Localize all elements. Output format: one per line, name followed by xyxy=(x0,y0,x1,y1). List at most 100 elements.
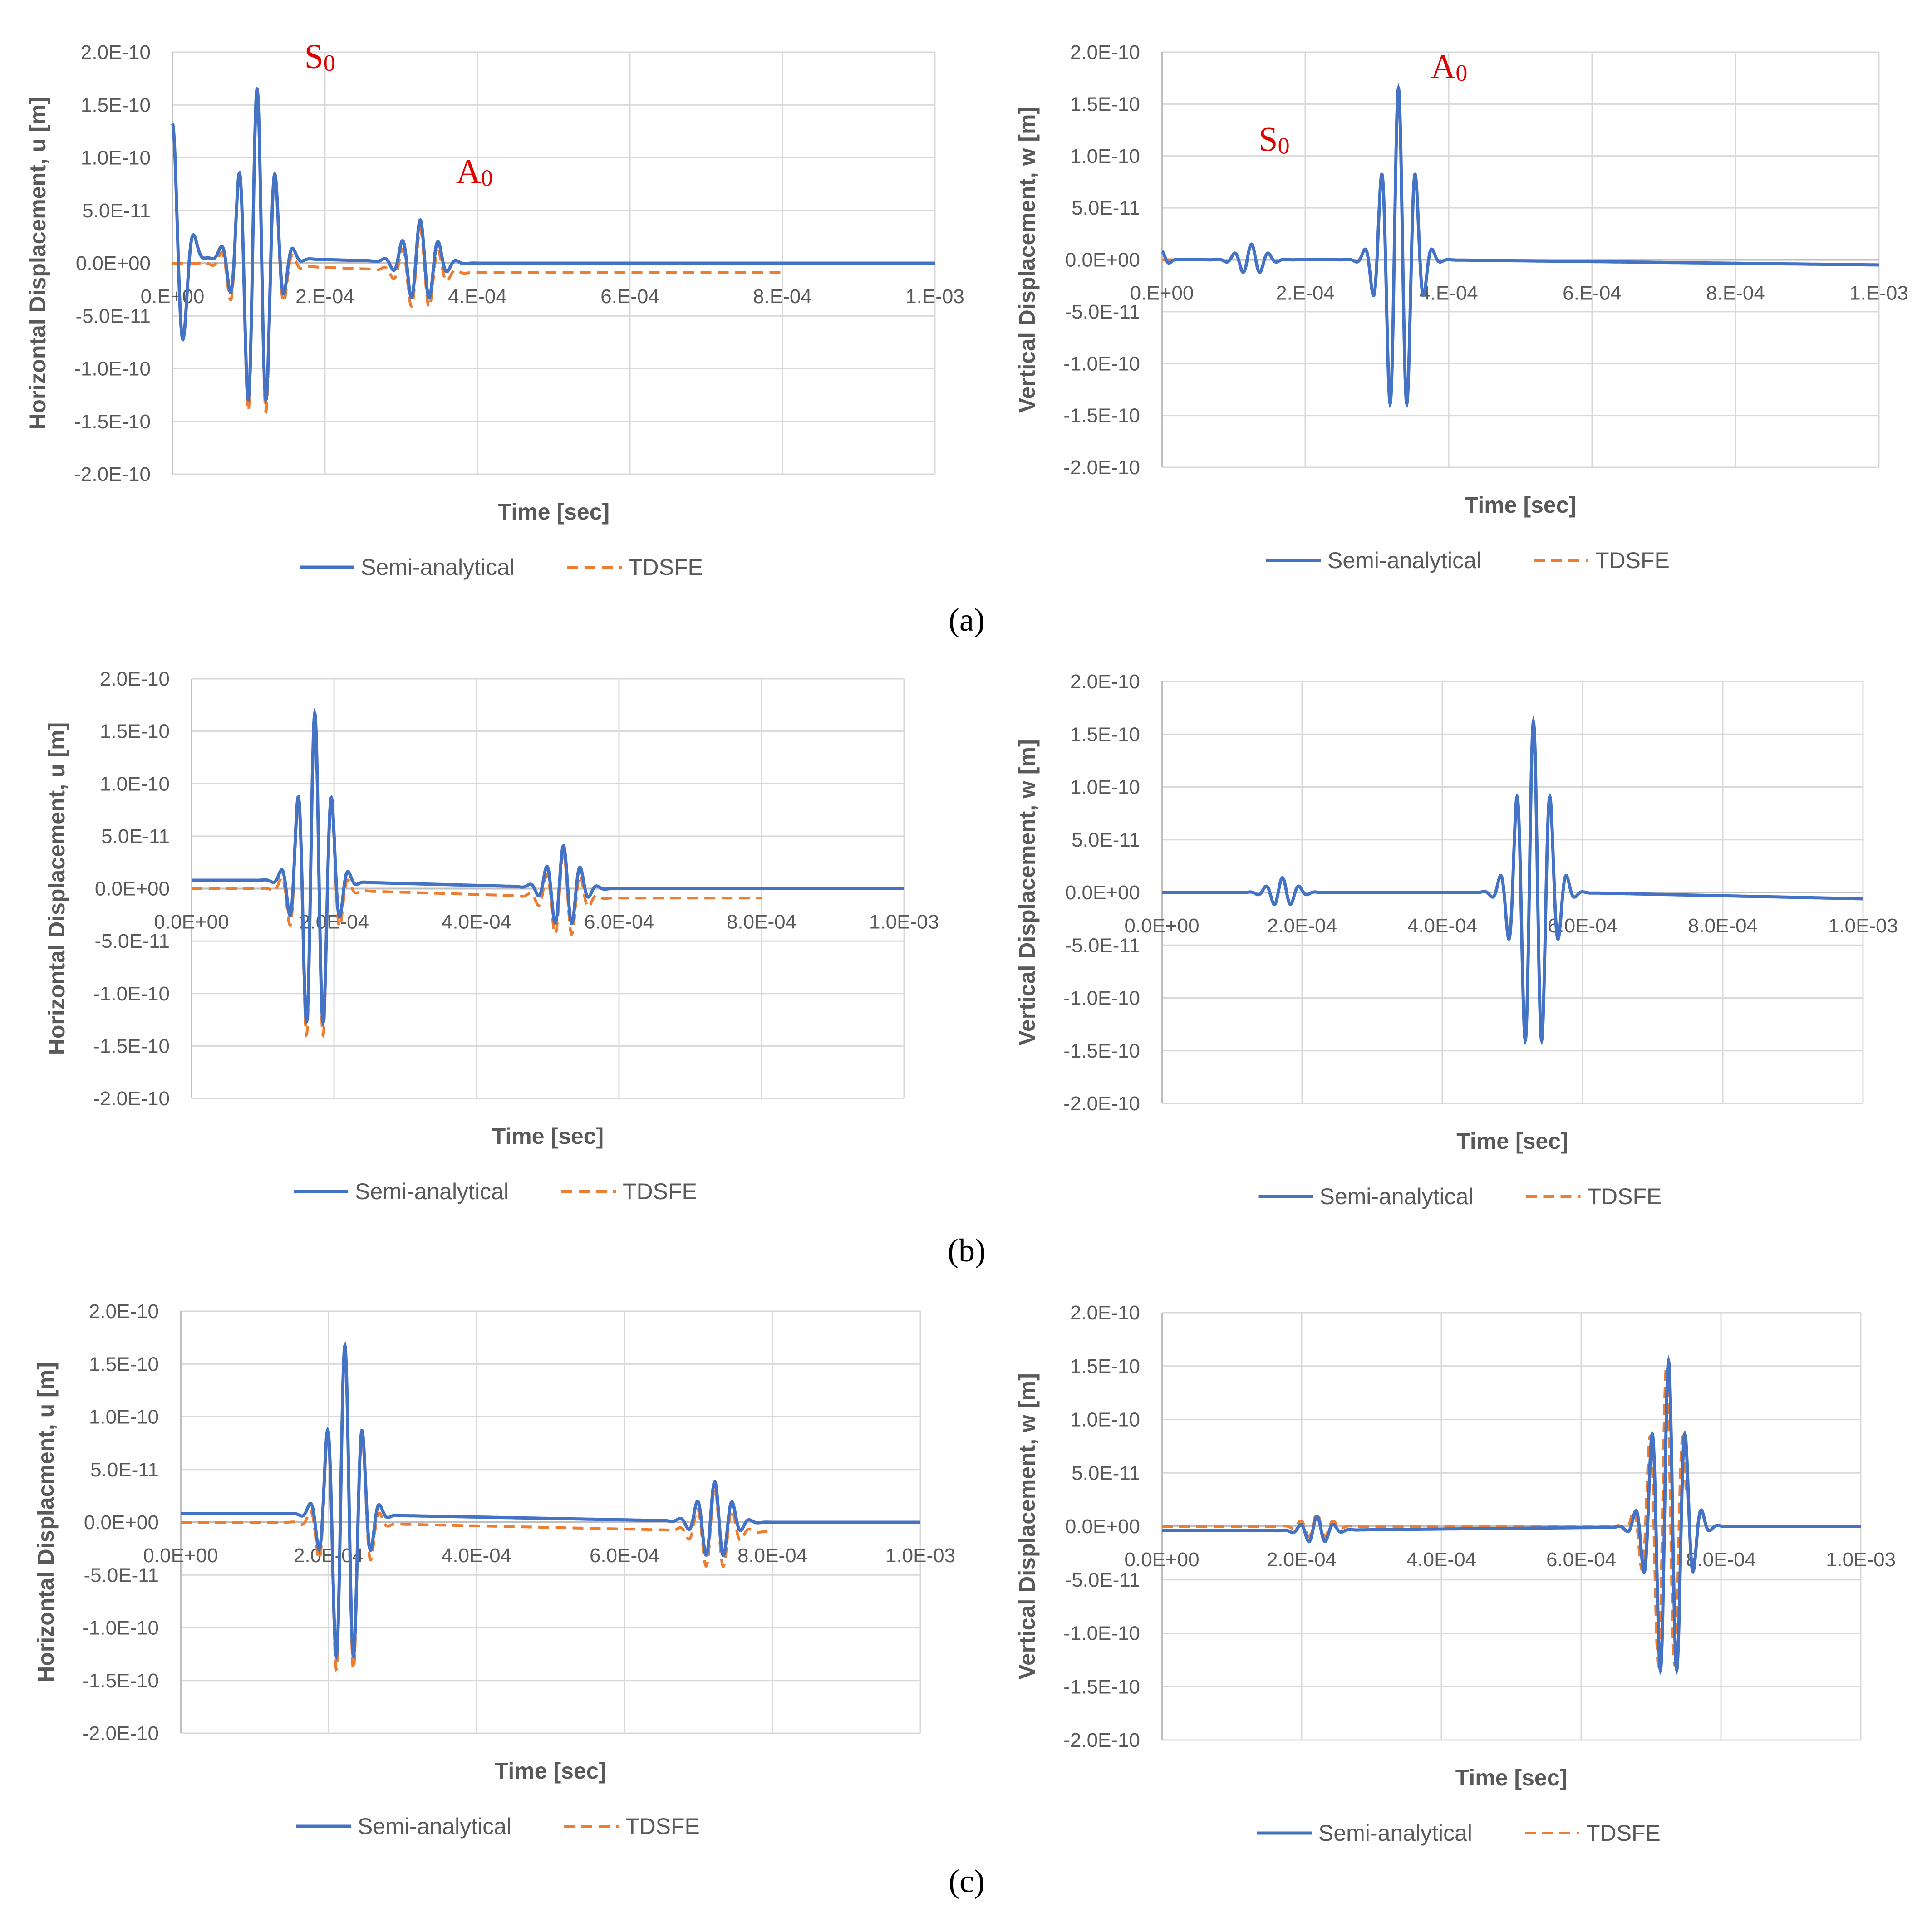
y-tick-label: 1.0E-10 xyxy=(1070,145,1140,167)
y-axis-title: Vertical Displacement, w [m] xyxy=(1014,107,1040,413)
x-tick-label: 0.E+00 xyxy=(1130,282,1194,304)
chart-c-right: 2.0E-101.5E-101.0E-105.0E-110.0E+00-5.0E… xyxy=(1014,1302,1896,1846)
x-axis-title: Time [sec] xyxy=(1465,492,1576,518)
y-tick-label: -2.0E-10 xyxy=(1063,1093,1140,1115)
x-tick-label: 4.0E-04 xyxy=(442,1544,511,1567)
x-tick-label: 0.0E+00 xyxy=(1124,1549,1199,1571)
y-tick-label: 0.0E+00 xyxy=(76,252,151,275)
wave-mode-annotation: S0 xyxy=(305,38,335,76)
y-tick-label: 1.5E-10 xyxy=(89,1353,159,1375)
legend-label-tdsfe: TDSFE xyxy=(1586,1820,1661,1846)
wave-mode-annotation: S0 xyxy=(1259,120,1289,159)
y-tick-label: 5.0E-11 xyxy=(1072,197,1140,219)
y-tick-label: 1.0E-10 xyxy=(89,1406,159,1428)
x-axis-title: Time [sec] xyxy=(1456,1128,1568,1154)
x-tick-label: 1.0E-03 xyxy=(885,1544,955,1567)
legend-label-tdsfe: TDSFE xyxy=(623,1179,697,1204)
y-tick-label: -1.5E-10 xyxy=(1063,405,1140,427)
legend-label-semi-analytical: Semi-analytical xyxy=(1327,548,1481,573)
y-tick-label: 5.0E-11 xyxy=(1072,829,1140,851)
panel-label-b: (b) xyxy=(948,1232,986,1269)
y-tick-label: 1.5E-10 xyxy=(1070,1355,1140,1378)
y-axis-title: Vertical Displacement, w [m] xyxy=(1014,739,1040,1045)
x-tick-label: 4.E-04 xyxy=(1419,282,1478,304)
y-axis-title: Horizontal Displacement, u [m] xyxy=(25,97,50,429)
y-tick-label: -1.5E-10 xyxy=(1063,1040,1140,1062)
y-tick-label: 1.0E-10 xyxy=(1070,1409,1140,1431)
series-line-semi-analytical xyxy=(1162,1355,1861,1676)
y-tick-label: -5.0E-11 xyxy=(76,305,151,327)
x-tick-label: 1.0E-03 xyxy=(1826,1549,1896,1571)
y-tick-label: 5.0E-11 xyxy=(90,1459,159,1481)
y-axis-title: Horizontal Displacment, u [m] xyxy=(33,1362,59,1682)
y-tick-label: 0.0E+00 xyxy=(95,878,170,900)
x-tick-label: 0.0E+00 xyxy=(143,1544,218,1567)
series-line-semi-analytical xyxy=(192,708,904,1027)
y-tick-label: 2.0E-10 xyxy=(81,41,151,64)
series-line-tdsfe xyxy=(1162,1364,1687,1668)
legend-label-semi-analytical: Semi-analytical xyxy=(358,1814,511,1839)
legend-label-semi-analytical: Semi-analytical xyxy=(361,554,515,580)
legend-label-semi-analytical: Semi-analytical xyxy=(1318,1820,1472,1846)
x-tick-label: 4.0E-04 xyxy=(1407,915,1477,937)
y-tick-label: -1.0E-10 xyxy=(93,983,170,1005)
y-tick-label: 1.5E-10 xyxy=(1070,723,1140,745)
y-tick-label: -1.0E-10 xyxy=(1063,1623,1140,1645)
y-tick-label: -2.0E-10 xyxy=(74,463,151,485)
wave-mode-annotation: A0 xyxy=(1431,48,1468,86)
series-line-tdsfe xyxy=(181,1345,772,1672)
y-tick-label: -1.0E-10 xyxy=(82,1617,159,1639)
y-tick-label: 0.0E+00 xyxy=(84,1511,159,1534)
wave-mode-annotation: A0 xyxy=(456,152,493,191)
y-tick-label: -5.0E-11 xyxy=(95,930,170,952)
x-tick-label: 2.E-04 xyxy=(295,285,354,308)
y-tick-label: -5.0E-11 xyxy=(1065,934,1141,956)
x-tick-label: 8.E-04 xyxy=(753,285,812,308)
legend-label-tdsfe: TDSFE xyxy=(1588,1184,1662,1209)
y-tick-label: -2.0E-10 xyxy=(82,1722,159,1745)
panel-label-c: (c) xyxy=(949,1863,985,1899)
y-tick-label: -1.0E-10 xyxy=(1063,353,1140,375)
y-tick-label: 1.5E-10 xyxy=(1070,93,1140,115)
legend-label-tdsfe: TDSFE xyxy=(1595,548,1670,573)
y-tick-label: -1.0E-10 xyxy=(74,358,151,380)
x-axis-title: Time [sec] xyxy=(492,1123,604,1149)
y-tick-label: 5.0E-11 xyxy=(82,200,151,222)
x-tick-label: 1.0E-03 xyxy=(1828,915,1898,937)
y-tick-label: -5.0E-11 xyxy=(84,1564,159,1586)
y-tick-label: -5.0E-11 xyxy=(1065,1569,1141,1591)
x-axis-title: Time [sec] xyxy=(498,499,610,525)
series-line-semi-analytical xyxy=(171,86,935,404)
y-tick-label: 0.0E+00 xyxy=(1065,1515,1140,1538)
x-tick-label: 8.E-04 xyxy=(1706,282,1765,304)
series-line-semi-analytical xyxy=(181,1341,920,1661)
y-tick-label: -1.5E-10 xyxy=(82,1670,159,1692)
x-tick-label: 0.0E+00 xyxy=(154,911,229,933)
legend-label-tdsfe: TDSFE xyxy=(629,554,703,580)
x-tick-label: 1.E-03 xyxy=(1849,282,1908,304)
x-tick-label: 6.0E-04 xyxy=(1546,1549,1616,1571)
x-tick-label: 6.0E-04 xyxy=(584,911,654,933)
y-tick-label: -1.5E-10 xyxy=(1063,1676,1140,1698)
x-tick-label: 0.E+00 xyxy=(141,285,205,308)
y-tick-label: 2.0E-10 xyxy=(1070,41,1140,64)
x-tick-label: 4.0E-04 xyxy=(442,911,511,933)
y-tick-label: -2.0E-10 xyxy=(93,1088,170,1110)
y-tick-label: 1.5E-10 xyxy=(100,721,170,743)
series-line-semi-analytical xyxy=(1162,715,1863,1046)
legend-label-semi-analytical: Semi-analytical xyxy=(1320,1184,1474,1209)
series-line-semi-analytical xyxy=(1161,83,1879,408)
panel-label-a: (a) xyxy=(949,602,985,638)
y-tick-label: 2.0E-10 xyxy=(89,1300,159,1323)
x-axis-title: Time [sec] xyxy=(495,1758,606,1784)
y-tick-label: 2.0E-10 xyxy=(1070,671,1140,693)
y-tick-label: -1.5E-10 xyxy=(74,411,151,433)
x-tick-label: 2.0E-04 xyxy=(1267,915,1337,937)
chart-b-right: 2.0E-101.5E-101.0E-105.0E-110.0E+00-5.0E… xyxy=(1014,671,1898,1209)
x-axis-title: Time [sec] xyxy=(1455,1765,1567,1790)
x-tick-label: 6.0E-04 xyxy=(590,1544,659,1567)
legend-label-semi-analytical: Semi-analytical xyxy=(355,1179,509,1204)
x-tick-label: 2.0E-04 xyxy=(1267,1549,1337,1571)
x-tick-label: 8.0E-04 xyxy=(1686,1549,1756,1571)
y-tick-label: 2.0E-10 xyxy=(100,668,170,690)
